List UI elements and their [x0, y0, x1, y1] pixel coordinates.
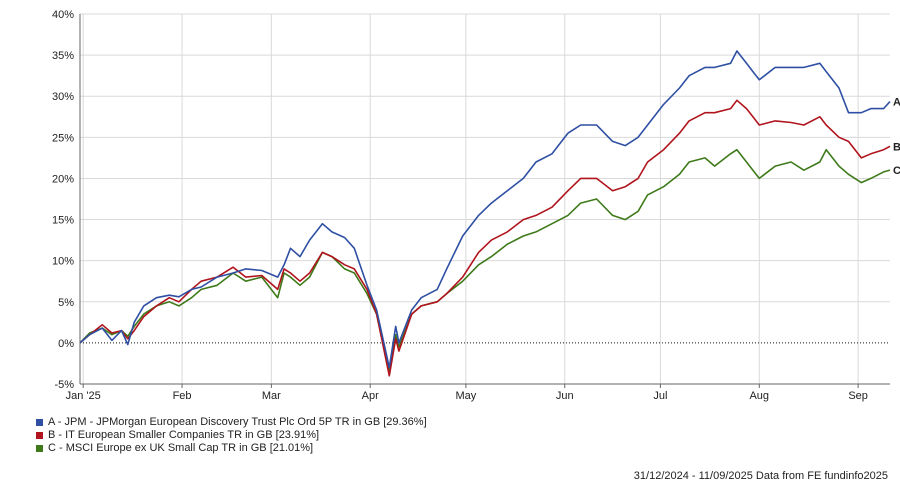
series-lines [79, 50, 891, 377]
y-tick-label: 20% [52, 173, 74, 185]
legend-item-b: B - IT European Smaller Companies TR in … [36, 429, 427, 442]
x-tick-label: Apr [362, 390, 379, 402]
y-tick-label: 5% [58, 297, 74, 309]
grid-lines [80, 13, 890, 385]
y-tick-label: 0% [58, 338, 74, 350]
x-tick-label: Sep [848, 390, 868, 402]
y-tick-label: 10% [52, 256, 74, 268]
legend-swatch-c [36, 445, 43, 452]
y-tick-label: 30% [52, 91, 74, 103]
legend-item-a: A - JPM - JPMorgan European Discovery Tr… [36, 416, 427, 429]
series-end-label-a: A [893, 96, 900, 108]
x-tick-label: Feb [173, 390, 192, 402]
axes [79, 14, 890, 388]
legend-swatch-a [36, 419, 43, 426]
x-tick-label: Mar [262, 390, 281, 402]
x-tick-label: Jul [653, 390, 667, 402]
legend-label-b: B - IT European Smaller Companies TR in … [48, 429, 320, 441]
legend-label-c: C - MSCI Europe ex UK Small Cap TR in GB… [48, 442, 314, 454]
legend-item-c: C - MSCI Europe ex UK Small Cap TR in GB… [36, 442, 427, 455]
legend-label-a: A - JPM - JPMorgan European Discovery Tr… [48, 416, 427, 428]
y-tick-label: 15% [52, 215, 74, 227]
tick-labels: 40% 35% 30% 25% 20% 15% 10% 5% 0% -5%Jan '25 Feb Ma… [52, 9, 900, 402]
x-tick-label: Aug [749, 390, 769, 402]
series-end-label-c: C [893, 165, 900, 177]
x-tick-label: Jun [556, 390, 574, 402]
y-tick-label: 40% [52, 9, 74, 21]
chart-footer: 31/12/2024 - 11/09/2025 Data from FE fun… [633, 470, 888, 482]
series-line-b [79, 99, 891, 377]
performance-line-chart: 40% 35% 30% 25% 20% 15% 10% 5% 0% -5%Jan '25 Feb Ma… [52, 9, 900, 402]
legend-swatch-b [36, 432, 43, 439]
x-tick-label: Jan '25 [66, 390, 101, 402]
y-tick-label: 25% [52, 132, 74, 144]
x-tick-label: May [455, 390, 476, 402]
y-tick-label: 35% [52, 50, 74, 62]
series-end-label-b: B [893, 141, 900, 153]
series-line-a [79, 50, 891, 369]
chart-legend: A - JPM - JPMorgan European Discovery Tr… [36, 416, 427, 455]
series-line-c [79, 148, 891, 373]
y-tick-label: -5% [54, 379, 74, 391]
